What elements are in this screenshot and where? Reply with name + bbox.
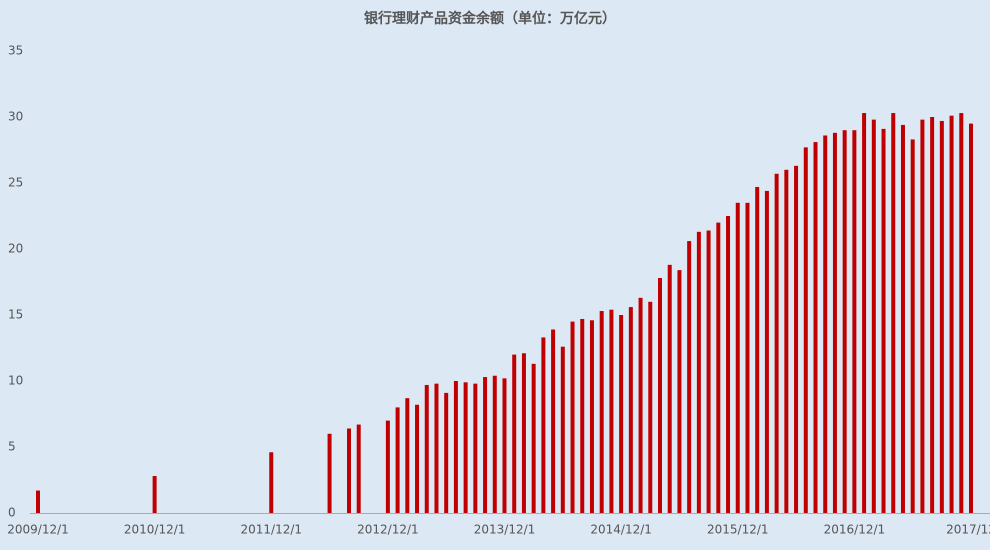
bar (755, 186, 760, 513)
bar (492, 375, 497, 513)
bar (356, 424, 361, 513)
bar (667, 264, 672, 513)
bar (619, 315, 624, 513)
bar (152, 476, 157, 513)
bar (969, 123, 973, 513)
bar (910, 139, 915, 513)
x-tick-label: 2016/12/1 (824, 523, 886, 537)
bar (560, 346, 565, 513)
bar (473, 383, 478, 513)
bar (842, 130, 847, 513)
bar (832, 132, 837, 513)
bar (764, 190, 769, 514)
bar (453, 381, 458, 513)
bar (347, 428, 351, 513)
bar (589, 320, 594, 513)
y-tick-label: 5 (8, 440, 16, 454)
bar (862, 113, 867, 513)
x-tick-label: 2009/12/1 (7, 523, 69, 537)
bar (774, 173, 779, 513)
bar (706, 230, 711, 513)
bar (803, 147, 808, 514)
bar (677, 270, 682, 513)
bar (531, 363, 536, 513)
y-tick-label: 10 (8, 374, 23, 388)
x-tick-label: 2017/12 (946, 523, 990, 537)
bar (648, 301, 653, 513)
bar (521, 353, 526, 513)
y-tick-label: 0 (8, 506, 16, 520)
bar (920, 119, 925, 513)
bar (959, 113, 964, 513)
bar (881, 128, 886, 513)
x-tick-label: 2012/12/1 (357, 523, 419, 537)
x-tick-label: 2011/12/1 (240, 523, 302, 537)
bar (424, 384, 429, 513)
bar (784, 169, 789, 514)
bar (628, 307, 633, 513)
y-tick-label: 15 (8, 308, 23, 322)
bar (405, 398, 410, 513)
x-tick-label: 2013/12/1 (474, 523, 536, 537)
bar (726, 216, 731, 513)
bar (735, 202, 740, 514)
bar (871, 119, 876, 513)
bar (638, 297, 643, 513)
bar (852, 130, 857, 513)
chart-title: 银行理财产品资金余额（单位：万亿元） (364, 10, 616, 27)
y-tick-label: 20 (8, 242, 23, 256)
y-tick-label: 35 (8, 44, 23, 58)
bar (891, 113, 896, 513)
x-tick-label: 2010/12/1 (124, 523, 186, 537)
bar (658, 278, 662, 513)
bar (36, 490, 40, 513)
bar (696, 231, 701, 513)
y-tick-label: 25 (8, 176, 23, 190)
y-tick-label: 30 (8, 110, 23, 124)
bar (483, 377, 488, 513)
bar (327, 433, 332, 513)
bar (541, 337, 546, 513)
x-tick-label: 2014/12/1 (590, 523, 652, 537)
bar (900, 124, 905, 514)
bar (609, 309, 614, 513)
bar (444, 392, 449, 513)
bar (269, 452, 274, 513)
bar (687, 241, 692, 513)
bar (463, 382, 468, 513)
bar (512, 354, 517, 513)
bar (502, 378, 507, 513)
bar (949, 115, 954, 514)
bar (415, 404, 420, 513)
bar (745, 202, 750, 514)
bar (823, 135, 828, 514)
bar (716, 222, 721, 513)
bar (794, 165, 799, 513)
bar (395, 407, 400, 513)
bar (570, 321, 575, 513)
bar (930, 117, 935, 513)
bar (813, 142, 818, 513)
x-tick-label: 2015/12/1 (707, 523, 769, 537)
bar (385, 420, 390, 513)
bar (434, 383, 439, 513)
bar (939, 120, 944, 514)
bar (551, 329, 556, 513)
bar (599, 311, 604, 513)
bar (580, 318, 585, 513)
